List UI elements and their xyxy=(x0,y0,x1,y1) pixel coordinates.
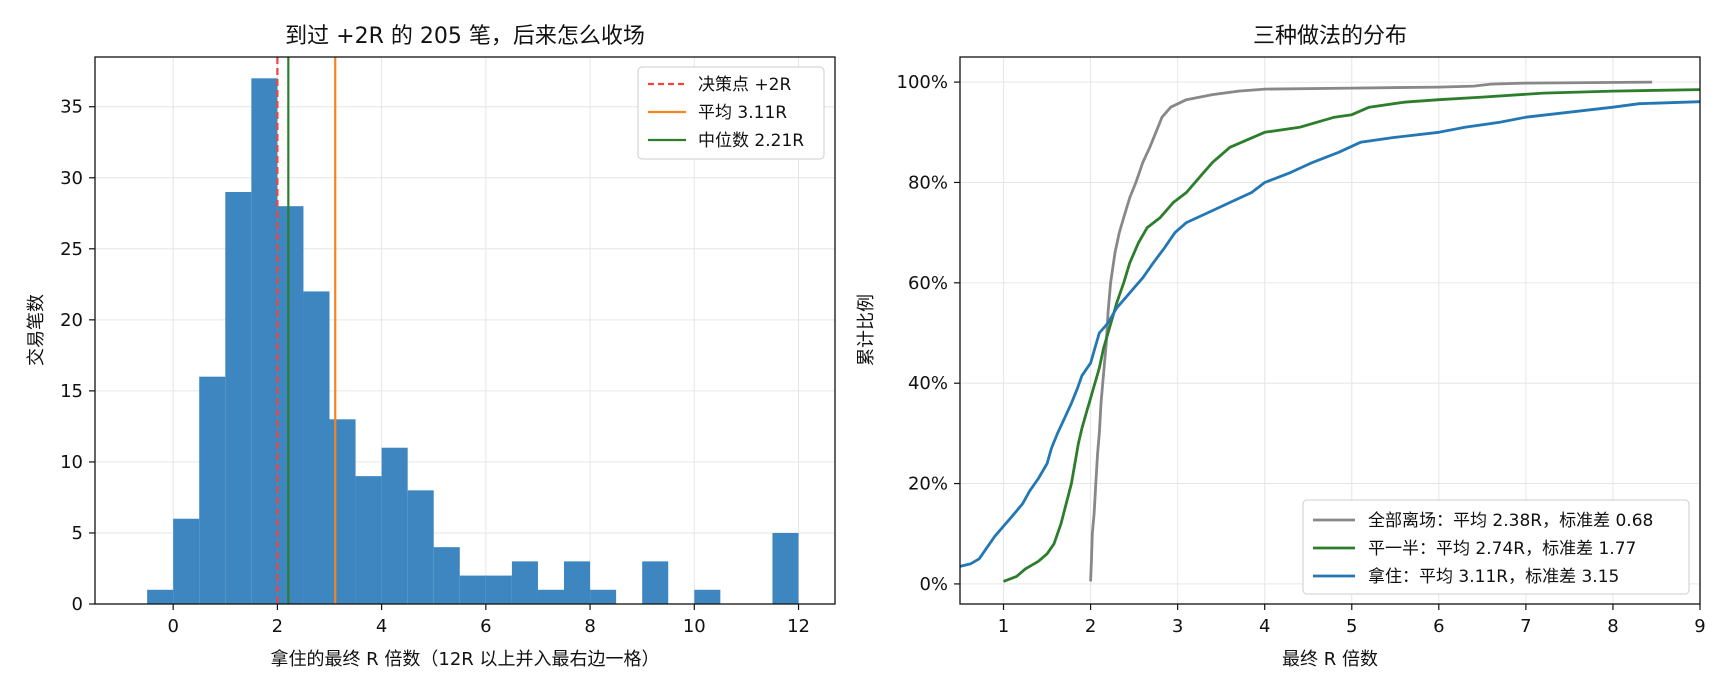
histogram-title: 到过 +2R 的 205 笔，后来怎么收场 xyxy=(285,24,645,49)
histogram-bar xyxy=(407,490,434,604)
histogram-y-tick-label: 25 xyxy=(60,239,83,260)
histogram-legend-label: 中位数 2.21R xyxy=(698,131,804,151)
cdf-legend-label: 拿住：平均 3.11R，标准差 3.15 xyxy=(1368,566,1619,587)
histogram-y-tick-label: 10 xyxy=(60,452,83,473)
histogram-legend-box xyxy=(637,66,825,160)
histogram-bar xyxy=(772,532,799,604)
histogram-bars xyxy=(147,78,799,604)
histogram-y-axis-label: 交易笔数 xyxy=(26,294,47,366)
cdf-x-tick-label: 2 xyxy=(1085,616,1096,637)
cdf-lines xyxy=(959,80,1701,583)
histogram-ticks: 0 2 4 6 8 10 12 0 5 10 15 20 25 30 35 xyxy=(60,97,810,637)
cdf-series-line xyxy=(959,100,1701,568)
histogram-bar xyxy=(277,206,304,604)
cdf-y-tick-label: 100% xyxy=(897,72,948,93)
histogram-x-tick-label: 0 xyxy=(167,616,178,637)
histogram-bar xyxy=(694,589,721,604)
histogram-legend-label: 决策点 +2R xyxy=(698,75,791,95)
cdf-title: 三种做法的分布 xyxy=(1253,24,1407,49)
histogram-bar xyxy=(642,561,669,604)
histogram-bar xyxy=(564,561,591,604)
histogram-bar xyxy=(199,376,226,604)
cdf-x-tick-label: 9 xyxy=(1694,616,1705,637)
cdf-legend: 全部离场：平均 2.38R，标准差 0.68 平一半：平均 2.74R，标准差 1… xyxy=(1302,499,1690,595)
cdf-y-tick-label: 40% xyxy=(908,373,948,394)
cdf-x-tick-label: 5 xyxy=(1346,616,1357,637)
cdf-legend-box xyxy=(1302,499,1690,595)
cdf-chart: 三种做法的分布 1 2 3 4 5 6 7 8 9 0% 20% 40% 60% 80% 100% 最终 R… xyxy=(856,24,1706,670)
cdf-x-axis-label: 最终 R 倍数 xyxy=(1282,649,1378,670)
histogram-x-axis-label: 拿住的最终 R 倍数（12R 以上并入最右边一格） xyxy=(270,648,659,670)
cdf-y-tick-label: 20% xyxy=(908,474,948,495)
histogram-bar xyxy=(433,547,460,604)
histogram-bar xyxy=(251,78,278,604)
cdf-legend-label: 全部离场：平均 2.38R，标准差 0.68 xyxy=(1368,511,1653,531)
histogram-bar xyxy=(511,561,538,604)
histogram-bar xyxy=(225,191,252,604)
cdf-y-tick-label: 0% xyxy=(919,574,948,595)
histogram-y-tick-label: 20 xyxy=(60,310,83,331)
histogram-chart: 到过 +2R 的 205 笔，后来怎么收场 0 2 4 6 8 10 12 0 5 10 15 20 2… xyxy=(26,24,836,670)
histogram-bar xyxy=(329,419,356,604)
histogram-x-tick-label: 8 xyxy=(584,616,595,637)
histogram-x-tick-label: 4 xyxy=(376,616,387,637)
histogram-y-tick-label: 30 xyxy=(60,168,83,189)
cdf-x-tick-label: 8 xyxy=(1607,616,1618,637)
cdf-series-line xyxy=(1089,80,1653,582)
histogram-frame xyxy=(94,56,836,605)
histogram-bar xyxy=(173,518,200,604)
histogram-bar xyxy=(537,589,565,604)
cdf-x-tick-label: 4 xyxy=(1259,616,1270,637)
histogram-legend-label: 平均 3.11R xyxy=(698,103,787,123)
histogram-y-tick-label: 35 xyxy=(60,97,83,118)
histogram-bar xyxy=(459,575,486,604)
cdf-legend-label: 平一半：平均 2.74R，标准差 1.77 xyxy=(1368,539,1636,559)
histogram-x-tick-label: 2 xyxy=(272,616,283,637)
histogram-bar xyxy=(303,291,330,604)
cdf-ticks: 1 2 3 4 5 6 7 8 9 0% 20% 40% 60% 80% 100% xyxy=(897,72,1706,637)
histogram-legend: 决策点 +2R 平均 3.11R 中位数 2.21R xyxy=(637,66,825,160)
cdf-y-tick-label: 60% xyxy=(908,273,948,294)
histogram-bar xyxy=(381,447,408,604)
histogram-reference-lines xyxy=(276,57,337,604)
cdf-x-tick-label: 3 xyxy=(1172,616,1183,637)
histogram-x-tick-label: 6 xyxy=(480,616,491,637)
cdf-frame xyxy=(959,56,1701,605)
cdf-y-tick-label: 80% xyxy=(908,172,948,193)
histogram-x-tick-label: 10 xyxy=(683,616,706,637)
histogram-y-tick-label: 5 xyxy=(72,523,83,544)
histogram-bar xyxy=(485,575,512,604)
histogram-y-tick-label: 0 xyxy=(72,594,83,615)
cdf-x-tick-label: 6 xyxy=(1433,616,1444,637)
cdf-x-tick-label: 1 xyxy=(998,616,1009,637)
cdf-y-axis-label: 累计比例 xyxy=(856,294,877,366)
histogram-bar xyxy=(355,476,382,604)
cdf-series-line xyxy=(1003,88,1701,583)
histogram-x-tick-label: 12 xyxy=(787,616,810,637)
cdf-x-tick-label: 7 xyxy=(1520,616,1531,637)
histogram-bar xyxy=(590,589,617,604)
histogram-bar xyxy=(147,589,174,604)
histogram-y-tick-label: 15 xyxy=(60,381,83,402)
